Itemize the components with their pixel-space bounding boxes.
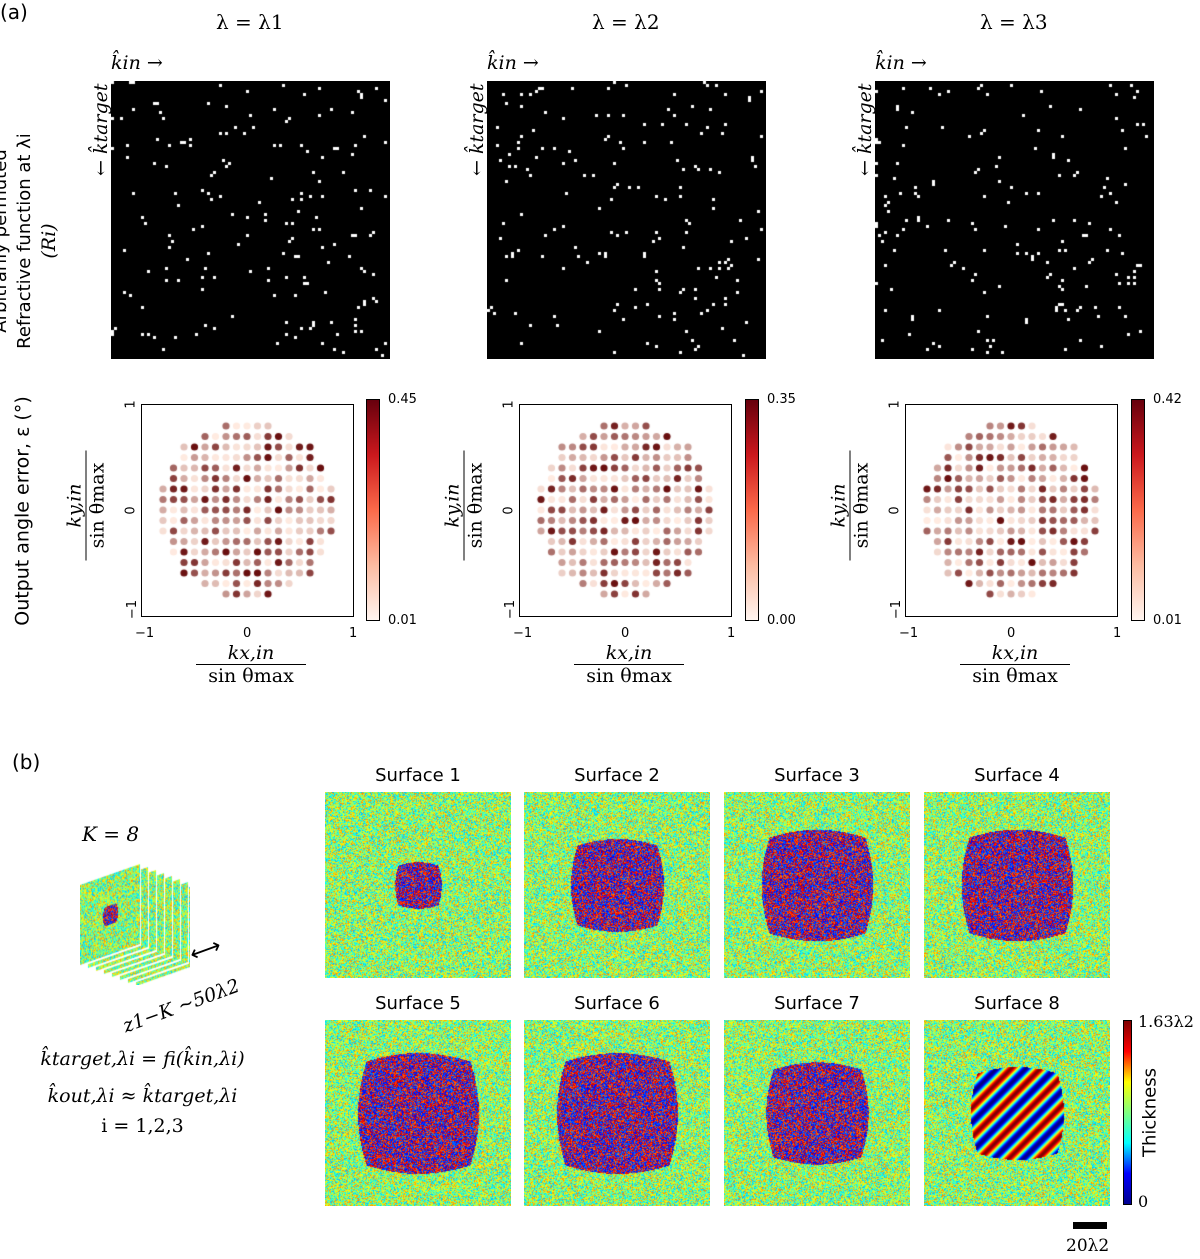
thickness-colorbar <box>1123 1020 1132 1205</box>
k-in-axis-label: k̂in → <box>487 52 539 74</box>
error-colorbar <box>366 399 380 621</box>
x-axis-label: kx,in sin θmax <box>574 642 684 687</box>
equation-3: i = 1,2,3 <box>101 1115 184 1137</box>
k-target-axis-label: ← k̂target <box>466 83 488 176</box>
y-label-denominator: sin θmax <box>464 462 487 549</box>
y-axis-label: ky,in sin θmax <box>441 450 487 561</box>
y-label-numerator: ky,in <box>441 450 465 561</box>
scatter-points <box>142 405 352 615</box>
surface-title: Surface 2 <box>574 765 660 786</box>
panel-a-label: (a) <box>0 0 28 24</box>
x-tick: 1 <box>1113 626 1122 641</box>
error-colorbar <box>1131 399 1145 621</box>
surface-thickness-map <box>724 792 910 978</box>
y-axis-label: ky,in sin θmax <box>63 450 109 561</box>
colorbar-max: 0.35 <box>767 392 796 407</box>
permutation-matrix <box>111 81 390 359</box>
surface-thickness-map <box>724 1020 910 1206</box>
scale-bar <box>1073 1222 1107 1229</box>
scatter-points <box>906 405 1116 615</box>
error-colorbar <box>745 399 759 621</box>
colorbar-max: 0.45 <box>388 392 417 407</box>
x-tick: 1 <box>349 626 358 641</box>
colorbar-max: 1.63λ2 <box>1138 1012 1194 1031</box>
equation-1: k̂target,λi = fi(k̂in,λi) <box>40 1048 245 1070</box>
column-title: λ = λ1 <box>216 10 284 34</box>
y-label-denominator: sin θmax <box>850 462 873 549</box>
colorbar-min: 0 <box>1138 1192 1149 1211</box>
x-label-numerator: kx,in <box>196 642 306 665</box>
k-in-axis-label: k̂in → <box>875 52 927 74</box>
y-tick: 0 <box>887 506 903 515</box>
x-tick: −1 <box>899 626 919 641</box>
row1-label-line3: (Ri) <box>38 223 60 259</box>
surface-title: Surface 8 <box>974 993 1060 1014</box>
y-tick: 0 <box>501 506 517 515</box>
scatter-points <box>520 405 730 615</box>
x-label-denominator: sin θmax <box>586 665 672 687</box>
y-label-numerator: ky,in <box>63 450 87 561</box>
k-label: K = 8 <box>82 822 140 846</box>
panel-b-label: (b) <box>12 750 41 774</box>
x-label-numerator: kx,in <box>960 642 1070 665</box>
scatter-axes <box>519 404 732 617</box>
surface-stack-illustration <box>80 855 190 985</box>
x-axis-label: kx,in sin θmax <box>960 642 1070 687</box>
scale-bar-label: 20λ2 <box>1066 1236 1110 1256</box>
x-label-numerator: kx,in <box>574 642 684 665</box>
y-label-numerator: ky,in <box>827 450 851 561</box>
x-tick: 1 <box>727 626 736 641</box>
y-tick: 0 <box>123 506 139 515</box>
row1-label: Arbitrarily permuted Refractive function… <box>0 116 61 366</box>
surface-thickness-map <box>924 1020 1110 1206</box>
x-tick: 0 <box>621 626 630 641</box>
y-tick: −1 <box>503 599 519 620</box>
colorbar-min: 0.01 <box>388 613 417 628</box>
surface-title: Surface 7 <box>774 993 860 1014</box>
surface-title: Surface 3 <box>774 765 860 786</box>
x-label-denominator: sin θmax <box>972 665 1058 687</box>
permutation-matrix <box>487 81 766 359</box>
x-tick: −1 <box>513 626 533 641</box>
x-axis-label: kx,in sin θmax <box>196 642 306 687</box>
surface-thickness-map <box>325 1020 511 1206</box>
double-arrow-icon: ⟷ <box>186 933 225 968</box>
surface-thickness-map <box>524 792 710 978</box>
y-tick: −1 <box>125 599 141 620</box>
k-target-axis-label: ← k̂target <box>854 83 876 176</box>
x-tick: 0 <box>243 626 252 641</box>
surface-thickness-map <box>524 1020 710 1206</box>
surface-title: Surface 5 <box>375 993 461 1014</box>
scatter-axes <box>905 404 1118 617</box>
surface-title: Surface 1 <box>375 765 461 786</box>
permutation-matrix <box>875 81 1154 359</box>
x-label-denominator: sin θmax <box>208 665 294 687</box>
surface-thickness-map <box>924 792 1110 978</box>
column-title: λ = λ2 <box>592 10 660 34</box>
colorbar-min: 0.01 <box>1153 613 1182 628</box>
row1-label-line1: Arbitrarily permuted <box>0 149 11 333</box>
y-axis-label: ky,in sin θmax <box>827 450 873 561</box>
colorbar-label: Thickness <box>1139 1068 1161 1157</box>
y-tick: 1 <box>887 400 903 409</box>
colorbar-max: 0.42 <box>1153 392 1182 407</box>
equation-2: k̂out,λi ≈ k̂target,λi <box>47 1085 238 1107</box>
y-tick: 1 <box>501 400 517 409</box>
y-label-denominator: sin θmax <box>86 462 109 549</box>
surface-title: Surface 4 <box>974 765 1060 786</box>
surface-title: Surface 6 <box>574 993 660 1014</box>
x-tick: 0 <box>1007 626 1016 641</box>
x-tick: −1 <box>135 626 155 641</box>
surface-thickness-map <box>325 792 511 978</box>
k-target-axis-label: ← k̂target <box>90 83 112 176</box>
column-title: λ = λ3 <box>980 10 1048 34</box>
y-tick: 1 <box>123 400 139 409</box>
row1-label-line2: Refractive function at λi <box>14 133 35 349</box>
row2-label: Output angle error, ε (°) <box>11 396 34 626</box>
y-tick: −1 <box>889 599 905 620</box>
scatter-axes <box>141 404 354 617</box>
colorbar-min: 0.00 <box>767 613 796 628</box>
k-in-axis-label: k̂in → <box>111 52 163 74</box>
